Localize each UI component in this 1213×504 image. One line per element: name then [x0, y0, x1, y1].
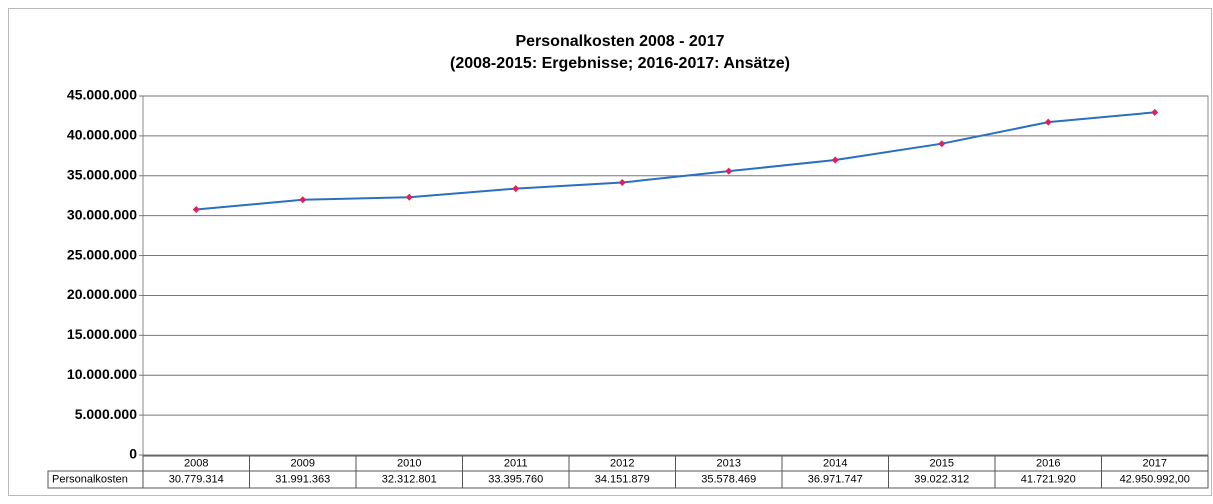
- x-tick-label: 2014: [823, 457, 847, 469]
- data-marker: [512, 185, 520, 193]
- y-tick-label: 5.000.000: [75, 406, 137, 422]
- y-tick-label: 45.000.000: [67, 87, 137, 103]
- chart-frame: [8, 8, 1212, 496]
- x-tick-label: 2011: [504, 457, 528, 469]
- y-tick-label: 40.000.000: [67, 127, 137, 143]
- plot-area: [142, 95, 1209, 456]
- y-tick-label: 0: [129, 446, 137, 462]
- data-label: 42.950.992,00: [1120, 473, 1190, 485]
- data-label: 32.312.801: [382, 473, 437, 485]
- x-tick-label: 2015: [930, 457, 954, 469]
- data-label: 34.151.879: [595, 473, 650, 485]
- data-marker: [831, 156, 839, 164]
- data-marker: [725, 167, 733, 175]
- y-tick-label: 15.000.000: [67, 326, 137, 342]
- x-tick-label: 2013: [717, 457, 741, 469]
- x-tick-label: 2009: [291, 457, 315, 469]
- data-label: 39.022.312: [914, 473, 969, 485]
- table-border: [47, 470, 144, 489]
- y-tick-label: 35.000.000: [67, 166, 137, 182]
- data-marker: [192, 205, 200, 213]
- x-tick-label: 2016: [1036, 457, 1060, 469]
- data-marker: [1044, 118, 1052, 126]
- x-tick-label: 2008: [184, 457, 208, 469]
- line-series: [196, 111, 1155, 211]
- table-row-label: Personalkosten: [52, 473, 128, 485]
- data-marker: [405, 193, 413, 201]
- y-tick-label: 10.000.000: [67, 366, 137, 382]
- data-marker: [938, 140, 946, 148]
- data-marker: [299, 196, 307, 204]
- data-label: 36.971.747: [808, 473, 863, 485]
- y-tick-label: 20.000.000: [67, 286, 137, 302]
- data-marker: [618, 179, 626, 187]
- y-tick-label: 30.000.000: [67, 206, 137, 222]
- chart-subtitle: (2008-2015: Ergebnisse; 2016-2017: Ansät…: [450, 55, 790, 72]
- data-label: 41.721.920: [1021, 473, 1076, 485]
- x-tick-label: 2017: [1143, 457, 1167, 469]
- x-tick-label: 2010: [397, 457, 421, 469]
- x-tick-label: 2012: [610, 457, 634, 469]
- data-label: 35.578.469: [701, 473, 756, 485]
- data-label: 31.991.363: [275, 473, 330, 485]
- data-label: 33.395.760: [488, 473, 543, 485]
- chart-title: Personalkosten 2008 - 2017: [515, 33, 724, 50]
- y-tick-label: 25.000.000: [67, 246, 137, 262]
- data-label: 30.779.314: [169, 473, 224, 485]
- data-marker: [1151, 108, 1159, 116]
